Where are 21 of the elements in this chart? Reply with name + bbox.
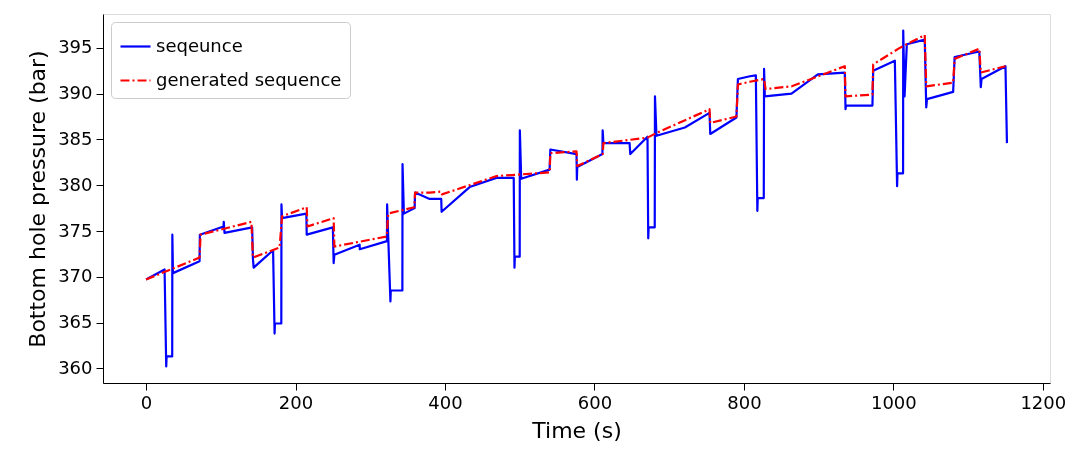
legend-label: seqeunce bbox=[156, 34, 243, 56]
x-tick-label: 400 bbox=[428, 391, 463, 413]
y-tick-label: 365 bbox=[58, 311, 93, 333]
x-axis-title: Time (s) bbox=[531, 417, 622, 443]
y-tick-label: 375 bbox=[58, 219, 93, 241]
line-series bbox=[144, 29, 1009, 368]
legend-label: generated sequence bbox=[156, 68, 342, 90]
y-tick-label: 360 bbox=[58, 356, 93, 378]
x-tick-label: 1000 bbox=[870, 391, 917, 413]
x-tick-label: 600 bbox=[577, 391, 613, 413]
x-tick-label: 200 bbox=[278, 391, 314, 413]
y-tick-label: 380 bbox=[58, 173, 93, 195]
x-tick-label: 1200 bbox=[1020, 391, 1067, 413]
y-tick-label: 390 bbox=[58, 82, 93, 104]
y-tick-label: 385 bbox=[58, 127, 93, 149]
y-tick-label: 395 bbox=[58, 36, 93, 58]
y-tick-label: 370 bbox=[58, 265, 93, 287]
x-tick-label: 0 bbox=[140, 391, 153, 413]
y-axis-title: Bottom hole pressure (bar) bbox=[25, 50, 51, 348]
x-tick-label: 800 bbox=[727, 391, 762, 413]
line-series bbox=[144, 33, 1007, 281]
